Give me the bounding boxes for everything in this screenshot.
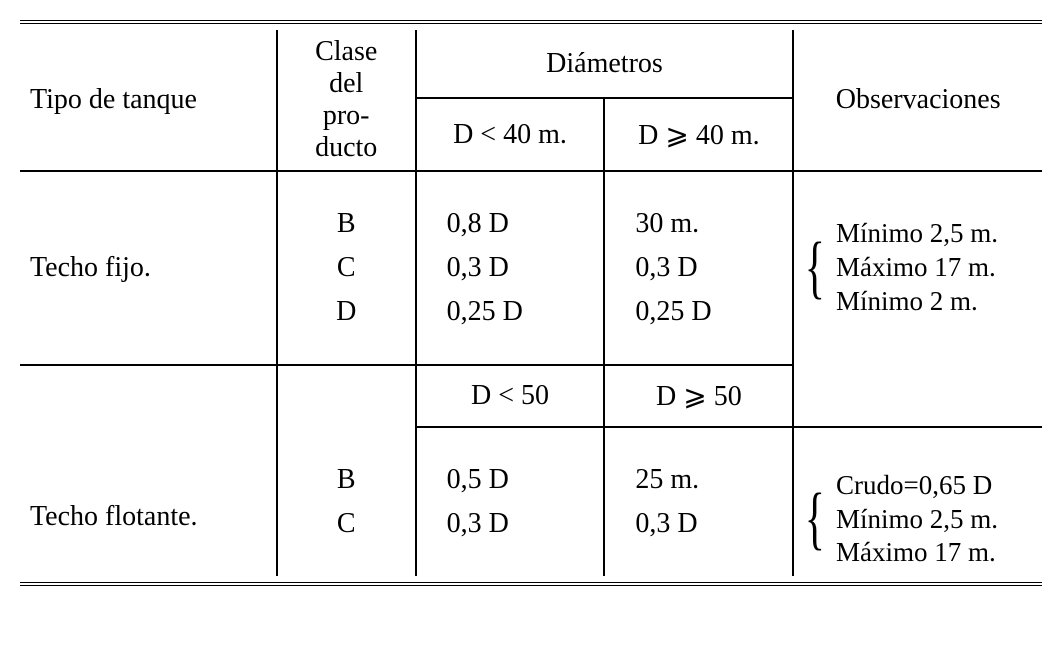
class-value: D	[336, 296, 356, 327]
class-value: B	[337, 208, 356, 239]
tank-type-label: Techo fijo.	[30, 252, 151, 283]
cell-blank	[793, 365, 1042, 427]
cell-d2: 0,3 D	[604, 502, 793, 546]
header-d-ge-50-label: D ⩾ 50	[656, 381, 742, 412]
obs-line: Máximo 17 m.	[836, 536, 998, 570]
d1-value: 0,25 D	[447, 296, 523, 327]
header-observations-label: Observaciones	[836, 84, 1001, 115]
tank-diameters-table: Tipo de tanque Clasedelpro-ducto Diámetr…	[20, 20, 1042, 586]
observations-group: { Crudo=0,65 D Mínimo 2,5 m. Máximo 17 m…	[798, 469, 1032, 570]
header-d-lt-40: D < 40 m.	[416, 98, 605, 171]
d1-value: 0,3 D	[447, 252, 509, 283]
cell-observations: { Crudo=0,65 D Mínimo 2,5 m. Máximo 17 m…	[793, 458, 1042, 576]
obs-line: Mínimo 2,5 m.	[836, 503, 998, 537]
header-row-1: Tipo de tanque Clasedelpro-ducto Diámetr…	[20, 30, 1042, 98]
cell-tank-type: Techo fijo.	[20, 202, 277, 334]
header-d-lt-50: D < 50	[416, 365, 605, 427]
header-tank-type: Tipo de tanque	[20, 30, 277, 171]
obs-line: Mínimo 2 m.	[836, 285, 998, 319]
rule-top	[20, 22, 1042, 30]
cell-class: B	[277, 202, 416, 246]
header-product-class-label: Clasedelpro-ducto	[315, 36, 377, 163]
cell-class: C	[277, 246, 416, 290]
d1-value: 0,5 D	[447, 464, 509, 495]
table-row: Techo fijo. B 0,8 D 30 m. { Mínimo 2,5 m…	[20, 202, 1042, 246]
observations-group: { Mínimo 2,5 m. Máximo 17 m. Mínimo 2 m.	[798, 217, 1032, 318]
obs-line: Máximo 17 m.	[836, 251, 998, 285]
d1-value: 0,3 D	[447, 508, 509, 539]
obs-line: Crudo=0,65 D	[836, 469, 998, 503]
d2-value: 30 m.	[635, 208, 699, 239]
brace-icon: {	[805, 247, 825, 289]
cell-d2: 30 m.	[604, 202, 793, 246]
table-wrapper: Tipo de tanque Clasedelpro-ducto Diámetr…	[20, 20, 1042, 586]
d1-value: 0,8 D	[447, 208, 509, 239]
spacer-row	[20, 171, 1042, 202]
header-d-ge-50: D ⩾ 50	[604, 365, 793, 427]
class-value: C	[337, 508, 356, 539]
d2-value: 0,25 D	[635, 296, 711, 327]
cell-observations: { Mínimo 2,5 m. Máximo 17 m. Mínimo 2 m.	[793, 202, 1042, 334]
cell-d1: 0,3 D	[416, 246, 605, 290]
brace-icon: {	[805, 498, 825, 540]
header-diameters: Diámetros	[416, 30, 794, 98]
class-value: C	[337, 252, 356, 283]
header-tank-type-label: Tipo de tanque	[30, 84, 197, 115]
d2-value: 25 m.	[635, 464, 699, 495]
cell-d1: 0,3 D	[416, 502, 605, 546]
header-d-lt-40-label: D < 40 m.	[453, 119, 567, 150]
cell-d1: 0,8 D	[416, 202, 605, 246]
header-d-lt-50-label: D < 50	[471, 380, 549, 411]
rule-bottom	[20, 576, 1042, 584]
cell-class: D	[277, 290, 416, 334]
header-d-ge-40-label: D ⩾ 40 m.	[638, 120, 759, 151]
cell-d2: 0,3 D	[604, 246, 793, 290]
cell-d2: 25 m.	[604, 458, 793, 502]
header-d-ge-40: D ⩾ 40 m.	[604, 98, 793, 171]
d2-value: 0,3 D	[635, 252, 697, 283]
class-value: B	[337, 464, 356, 495]
cell-blank	[20, 365, 277, 458]
cell-tank-type: Techo flotante.	[20, 458, 277, 576]
tank-type-label: Techo flotante.	[30, 501, 198, 532]
subheader-row: D < 50 D ⩾ 50	[20, 365, 1042, 427]
spacer-row	[20, 334, 1042, 365]
header-product-class: Clasedelpro-ducto	[277, 30, 416, 171]
header-observations: Observaciones	[793, 30, 1042, 171]
header-diameters-label: Diámetros	[546, 48, 663, 79]
cell-d2: 0,25 D	[604, 290, 793, 334]
table-row: Techo flotante. B 0,5 D 25 m. { Crudo=0,…	[20, 458, 1042, 502]
cell-class: C	[277, 502, 416, 546]
observations-lines: Crudo=0,65 D Mínimo 2,5 m. Máximo 17 m.	[836, 469, 998, 570]
cell-d1: 0,25 D	[416, 290, 605, 334]
cell-blank	[277, 365, 416, 458]
obs-line: Mínimo 2,5 m.	[836, 217, 998, 251]
d2-value: 0,3 D	[635, 508, 697, 539]
cell-class: B	[277, 458, 416, 502]
cell-d1: 0,5 D	[416, 458, 605, 502]
observations-lines: Mínimo 2,5 m. Máximo 17 m. Mínimo 2 m.	[836, 217, 998, 318]
